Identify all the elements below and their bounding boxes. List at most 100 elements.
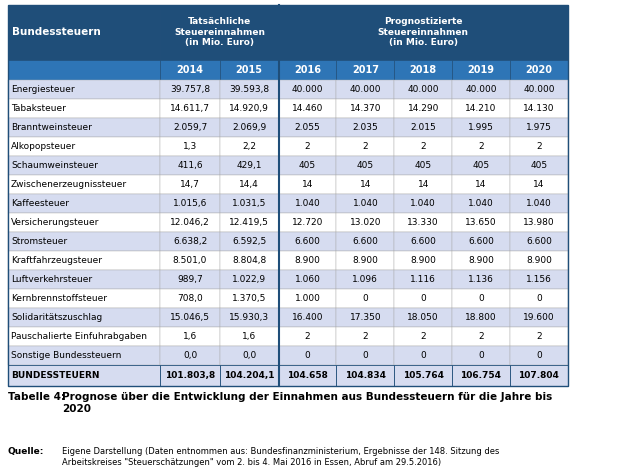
Text: Bundessteuern: Bundessteuern [12,27,100,37]
Text: 13.330: 13.330 [408,218,439,226]
Text: 1,3: 1,3 [183,142,197,151]
Bar [160,99,220,118]
Text: 989,7: 989,7 [177,275,203,283]
Text: 14.290: 14.290 [408,104,439,113]
Text: 2: 2 [305,332,310,340]
Text: Zwischenerzeugnissteuer: Zwischenerzeugnissteuer [11,180,127,189]
Bar [279,289,336,308]
Text: 6.592,5: 6.592,5 [232,237,266,246]
Bar [336,99,394,118]
Text: 13.980: 13.980 [523,218,554,226]
Bar [8,251,160,269]
Bar [160,269,220,289]
Bar [160,175,220,194]
Text: 0: 0 [478,294,484,303]
Bar [452,251,510,269]
Bar [220,60,279,80]
Bar [8,60,160,80]
Text: 39.757,8: 39.757,8 [170,85,210,94]
Bar [279,194,336,212]
Text: 104.204,1: 104.204,1 [224,371,274,380]
Bar [8,99,160,118]
Text: 1.000: 1.000 [294,294,321,303]
Bar [160,80,220,99]
Text: Stromsteuer: Stromsteuer [11,237,67,246]
Text: 1,6: 1,6 [242,332,256,340]
Bar [220,365,279,386]
Bar [8,232,160,251]
Text: 6.600: 6.600 [526,237,552,246]
Bar [220,80,279,99]
Text: 405: 405 [357,161,374,170]
Text: 0: 0 [363,294,368,303]
Text: 2: 2 [478,332,484,340]
Bar [510,346,568,365]
Text: 2,2: 2,2 [242,142,256,151]
Text: 2.069,9: 2.069,9 [232,123,266,132]
Bar [220,251,279,269]
Text: 1.995: 1.995 [468,123,494,132]
Text: 6.600: 6.600 [468,237,494,246]
Bar [510,269,568,289]
Bar [336,156,394,175]
Bar [220,327,279,346]
Text: Sonstige Bundessteuern: Sonstige Bundessteuern [11,351,121,360]
Text: 0: 0 [536,351,542,360]
Bar [160,137,220,156]
Text: 6.600: 6.600 [410,237,436,246]
Bar [394,156,452,175]
Bar [336,365,394,386]
Bar [510,194,568,212]
Bar [336,212,394,232]
Bar [279,308,336,327]
Text: 1.040: 1.040 [526,198,552,208]
Text: Solidaritätszuschlag: Solidaritätszuschlag [11,313,102,322]
Text: 405: 405 [415,161,431,170]
Text: 101.803,8: 101.803,8 [165,371,215,380]
Bar [336,60,394,80]
Text: 0: 0 [478,351,484,360]
Bar [452,80,510,99]
Text: Alkopopsteuer: Alkopopsteuer [11,142,76,151]
Text: 405: 405 [530,161,547,170]
Bar [452,156,510,175]
Text: 14: 14 [533,180,545,189]
Text: 2.059,7: 2.059,7 [173,123,207,132]
Text: Tabaksteuer: Tabaksteuer [11,104,66,113]
Text: 8.900: 8.900 [352,255,378,265]
Bar [220,156,279,175]
Bar [160,5,279,60]
Bar [452,269,510,289]
Bar [160,346,220,365]
Bar [279,327,336,346]
Bar [279,346,336,365]
Bar [452,212,510,232]
Bar [220,137,279,156]
Bar [452,60,510,80]
Text: 708,0: 708,0 [177,294,203,303]
Bar [279,232,336,251]
Text: 2014: 2014 [176,64,204,75]
Bar [8,175,160,194]
Text: Luftverkehrsteuer: Luftverkehrsteuer [11,275,92,283]
Bar [220,269,279,289]
Bar [510,232,568,251]
Text: 1.975: 1.975 [526,123,552,132]
Text: 18.050: 18.050 [408,313,439,322]
Text: 0,0: 0,0 [242,351,256,360]
Bar [336,137,394,156]
Bar [510,60,568,80]
Bar [8,308,160,327]
Bar [279,269,336,289]
Text: 0: 0 [421,294,426,303]
Text: 1.022,9: 1.022,9 [232,275,266,283]
Text: 0: 0 [536,294,542,303]
Text: Pauschalierte Einfuhrabgaben: Pauschalierte Einfuhrabgaben [11,332,147,340]
Text: Versicherungsteuer: Versicherungsteuer [11,218,99,226]
Bar [220,232,279,251]
Bar [279,137,336,156]
Text: Quelle:: Quelle: [8,446,44,456]
Bar [394,346,452,365]
Bar [220,289,279,308]
Text: 2.035: 2.035 [352,123,378,132]
